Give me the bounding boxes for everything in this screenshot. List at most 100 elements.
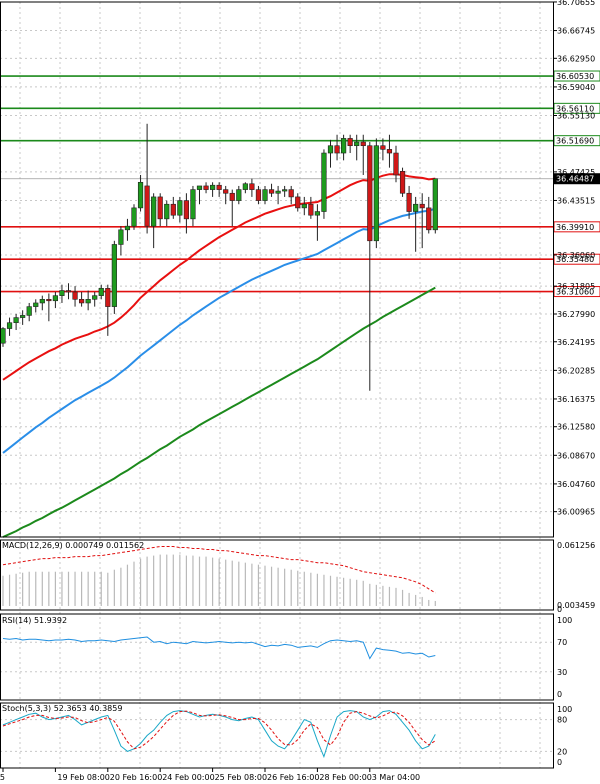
rsi-line: [2, 636, 436, 660]
candle-body: [183, 200, 190, 220]
candle-body: [98, 288, 104, 296]
candle-body: [118, 229, 124, 245]
moving-average-lines: [2, 173, 436, 538]
macd-tick-label: 0.061256: [557, 541, 595, 550]
candle-body: [347, 138, 353, 147]
candle-body: [216, 184, 222, 190]
candle-body: [262, 189, 268, 201]
level-tag-label: 36.35480: [556, 255, 594, 264]
candle-body: [210, 184, 216, 190]
price-tick-label: 36.08670: [557, 451, 595, 460]
price-tick-label: 36.59040: [557, 83, 595, 92]
rsi-tick-label: 30: [557, 668, 567, 677]
price-tick-label: 36.70655: [557, 0, 595, 7]
stoch-panel: Stoch(5,3,3) 52.3653 40.3859 100 80 20 0: [0, 704, 572, 767]
time-tick-label: 20 Feb 16:00: [110, 773, 162, 782]
chart-frame: [0, 1, 554, 769]
stoch-tick-label: 80: [557, 716, 567, 725]
candle-body: [340, 138, 347, 154]
panel-frame: [0, 539, 554, 611]
candle-body: [170, 203, 176, 216]
stoch-tick-label: 100: [557, 705, 572, 714]
candle-body: [92, 295, 98, 300]
time-tick-label: 28 Feb 00:00: [319, 773, 371, 782]
candle-body: [327, 145, 334, 154]
rsi-tick-label: 0: [557, 690, 562, 699]
price-tick-label: 36.16375: [557, 395, 595, 404]
candle-body: [203, 185, 209, 190]
candle-body: [144, 185, 150, 227]
price-tick-label: 36.20285: [557, 366, 595, 375]
candle-body: [52, 295, 58, 302]
rsi-tick-label: 100: [557, 616, 572, 625]
candle-body: [26, 306, 32, 316]
candle-body: [242, 183, 248, 190]
panel-frame: [0, 613, 554, 701]
support-resistance-levels: 36.60530 36.56110 36.51690 36.39910 36.35480…: [0, 70, 600, 298]
stoch-tick-label: 20: [557, 747, 567, 756]
candle-body: [386, 149, 393, 154]
candle-body: [432, 178, 438, 231]
macd-tick-label: 0.003459: [557, 601, 595, 610]
candle-body: [13, 317, 19, 324]
macd-label: MACD(12,26,9) 0.000749 0.011562: [2, 541, 144, 550]
candle-body: [196, 185, 203, 190]
candle-body: [413, 203, 419, 212]
candle-body: [301, 203, 307, 209]
time-tick-label: 26 Feb 16:00: [267, 773, 319, 782]
price-tick-label: 36.12580: [557, 423, 595, 432]
candle-body: [59, 290, 65, 296]
panel-frame: [0, 702, 554, 769]
candle-body: [399, 171, 406, 194]
candle-body: [111, 244, 117, 307]
candle-body: [308, 203, 314, 216]
candle-body: [360, 141, 366, 147]
candle-body: [321, 152, 327, 212]
candle-body: [177, 200, 183, 216]
macd-signal-line: [2, 546, 436, 594]
candle-body: [373, 145, 379, 242]
stoch-label: Stoch(5,3,3) 52.3653 40.3859: [2, 704, 122, 713]
level-tag-label: 36.31060: [556, 288, 594, 297]
level-tag-label: 36.39910: [556, 223, 594, 232]
candle-body: [65, 290, 72, 293]
candle-body: [190, 189, 196, 220]
candle-body: [354, 141, 360, 147]
candle-body: [79, 299, 85, 304]
stoch-d-line: [2, 710, 436, 750]
candle-body: [151, 196, 157, 227]
candle-body: [124, 225, 131, 231]
level-tag-label: 36.60530: [556, 72, 594, 81]
candle-body: [393, 152, 399, 176]
candle-body: [236, 189, 242, 201]
price-tick-label: 36.66745: [557, 27, 595, 36]
candlesticks: [0, 123, 438, 391]
time-tick-label: 24 Feb 00:00: [162, 773, 214, 782]
candle-body: [6, 322, 13, 329]
candle-body: [255, 189, 262, 201]
candle-body: [137, 181, 144, 209]
candle-body: [334, 145, 340, 154]
candle-body: [20, 315, 26, 318]
level-tag-label: 36.51690: [556, 137, 594, 146]
time-tick-label: 18 Feb 2025: [0, 773, 5, 782]
price-tick-label: 36.55130: [557, 112, 595, 121]
price-tick-label: 36.31805: [557, 282, 595, 291]
candle-body: [249, 183, 255, 190]
time-tick-label: 25 Feb 08:00: [215, 773, 267, 782]
rsi-label: RSI(14) 51.9392: [2, 616, 67, 625]
rsi-tick-label: 70: [557, 638, 567, 647]
stoch-tick-label: 0: [557, 758, 562, 767]
candle-body: [85, 299, 91, 304]
moving-average-3: [2, 286, 436, 538]
candle-body: [131, 207, 137, 227]
grid-lines: [0, 1, 553, 768]
candle-body: [275, 190, 281, 194]
price-tick-label: 36.62950: [557, 54, 595, 63]
macd-tick-label: 0: [557, 605, 562, 614]
rsi-panel: RSI(14) 51.9392 100 70 30 0: [0, 616, 572, 699]
candle-body: [406, 192, 412, 212]
price-tick-label: 36.43515: [557, 196, 595, 205]
